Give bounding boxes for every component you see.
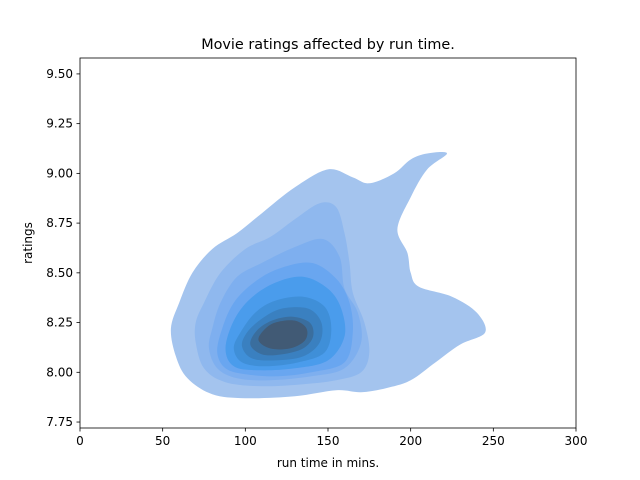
density-contours <box>170 152 486 399</box>
x-tick-label: 0 <box>76 434 84 448</box>
y-axis: 7.75 8.00 8.25 8.50 8.75 9.00 9.25 9.50 <box>46 67 80 429</box>
y-tick-label: 7.75 <box>46 415 73 429</box>
y-tick-label: 9.00 <box>46 166 73 180</box>
y-tick-label: 9.25 <box>46 117 73 131</box>
x-tick-label: 300 <box>565 434 588 448</box>
density-level-9 <box>258 320 308 350</box>
x-tick-label: 100 <box>234 434 257 448</box>
y-tick-label: 8.00 <box>46 365 73 379</box>
y-tick-label: 8.50 <box>46 266 73 280</box>
y-tick-label: 8.75 <box>46 216 73 230</box>
x-tick-label: 150 <box>317 434 340 448</box>
x-axis-label: run time in mins. <box>277 456 379 470</box>
x-tick-label: 200 <box>399 434 422 448</box>
chart-title: Movie ratings affected by run time. <box>201 37 455 53</box>
x-tick-label: 250 <box>482 434 505 448</box>
x-axis: 0 50 100 150 200 250 300 <box>76 428 587 448</box>
x-tick-label: 50 <box>155 434 170 448</box>
y-axis-label: ratings <box>21 222 35 264</box>
y-tick-label: 8.25 <box>46 316 73 330</box>
y-tick-label: 9.50 <box>46 67 73 81</box>
